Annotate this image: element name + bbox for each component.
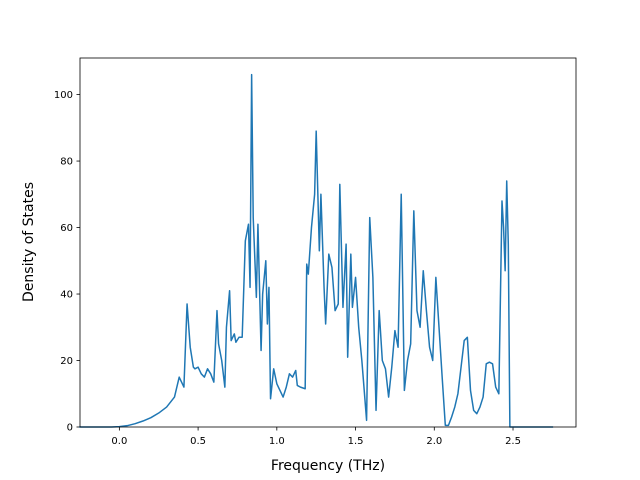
y-tick-label: 60 — [60, 223, 73, 234]
x-tick-label: 1.5 — [348, 436, 364, 447]
x-tick-label: 2.5 — [505, 436, 521, 447]
y-tick-label: 100 — [54, 90, 73, 101]
plot-frame — [79, 57, 577, 428]
x-axis-label: Frequency (THz) — [271, 458, 385, 474]
y-tick-label: 0 — [67, 423, 73, 434]
x-tick-label: 2.0 — [426, 436, 442, 447]
x-tick-label: 0.0 — [111, 436, 127, 447]
y-tick-label: 80 — [60, 157, 73, 168]
y-tick-label: 40 — [60, 290, 73, 301]
dos-line — [79, 73, 554, 428]
x-tick-label: 1.0 — [269, 436, 285, 447]
x-tick-label: 0.5 — [190, 436, 206, 447]
axis-ticks: 0.0 0.5 1.0 1.5 2.0 2.5 0 20 40 60 80 100 — [54, 90, 521, 447]
y-axis-label: Density of States — [21, 182, 37, 302]
y-tick-label: 20 — [60, 356, 73, 367]
